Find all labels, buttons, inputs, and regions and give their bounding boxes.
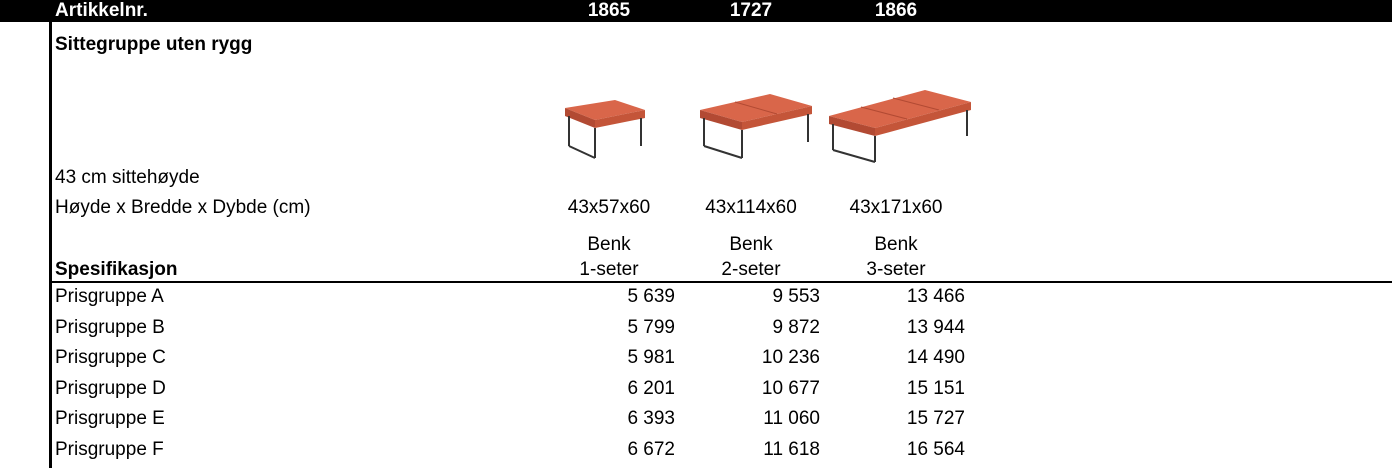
header-label: Artikkelnr. <box>55 0 148 22</box>
dimension: 43x57x60 <box>539 197 679 219</box>
price: 13 466 <box>825 286 965 308</box>
row-label: Prisgruppe A <box>55 286 164 308</box>
price: 15 151 <box>825 378 965 400</box>
seat-height: 43 cm sittehøyde <box>55 167 200 189</box>
price: 16 564 <box>825 439 965 461</box>
row-label: Prisgruppe F <box>55 439 164 461</box>
price: 14 490 <box>825 347 965 369</box>
type-line: Benk <box>681 234 821 256</box>
price: 5 799 <box>535 317 675 339</box>
price: 6 672 <box>535 439 675 461</box>
header-column: 1866 <box>826 0 966 22</box>
type-line: Benk <box>539 234 679 256</box>
left-border <box>49 0 52 468</box>
type-line: Benk <box>826 234 966 256</box>
price: 10 677 <box>680 378 820 400</box>
price: 6 393 <box>535 408 675 430</box>
type-line: 1-seter <box>539 259 679 281</box>
price: 6 201 <box>535 378 675 400</box>
price: 13 944 <box>825 317 965 339</box>
row-label: Prisgruppe D <box>55 378 166 400</box>
bench-image <box>555 80 665 170</box>
price: 15 727 <box>825 408 965 430</box>
row-label: Prisgruppe B <box>55 317 165 339</box>
price: 10 236 <box>680 347 820 369</box>
price: 9 553 <box>680 286 820 308</box>
title: Sittegruppe uten rygg <box>55 34 252 56</box>
spec-label: Spesifikasjon <box>55 259 178 281</box>
price: 9 872 <box>680 317 820 339</box>
price: 5 981 <box>535 347 675 369</box>
header-column: 1865 <box>539 0 679 22</box>
page: Artikkelnr. Sittegruppe uten rygg 43 cm … <box>0 0 1392 468</box>
row-label: Prisgruppe E <box>55 408 165 430</box>
dims-label: Høyde x Bredde x Dybde (cm) <box>55 197 311 219</box>
bench-image <box>690 80 820 170</box>
header-column: 1727 <box>681 0 821 22</box>
table-rule <box>49 281 1392 283</box>
row-label: Prisgruppe C <box>55 347 166 369</box>
price: 5 639 <box>535 286 675 308</box>
price: 11 618 <box>680 439 820 461</box>
type-line: 3-seter <box>826 259 966 281</box>
type-line: 2-seter <box>681 259 821 281</box>
dimension: 43x114x60 <box>681 197 821 219</box>
dimension: 43x171x60 <box>826 197 966 219</box>
bench-image <box>825 80 975 170</box>
price: 11 060 <box>680 408 820 430</box>
